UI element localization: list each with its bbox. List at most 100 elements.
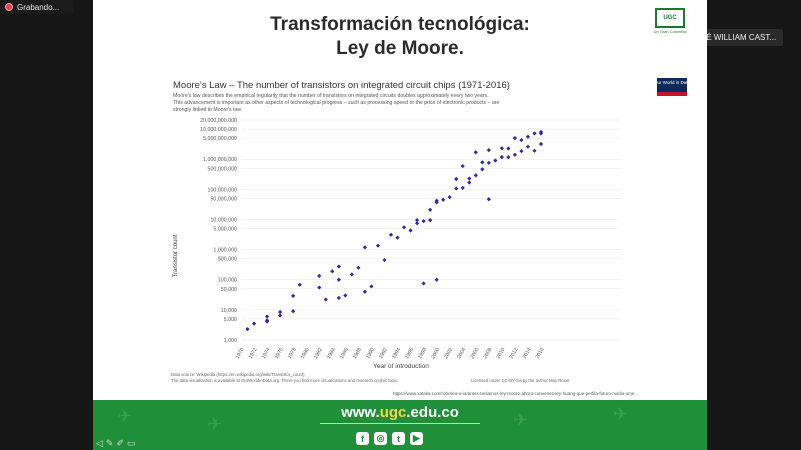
x-tick-label: 1986	[339, 347, 350, 360]
university-logo: UGC Un Gran Colombia	[653, 8, 687, 50]
slide-footer: ✈ ✈ ✈ ✈ www.ugc.edu.co f ◎ t ▶	[93, 400, 707, 450]
instagram-icon[interactable]: ◎	[374, 432, 387, 445]
data-point	[317, 273, 322, 279]
data-point	[395, 235, 400, 240]
data-point	[362, 245, 368, 250]
data-point	[336, 277, 341, 282]
data-point	[486, 148, 491, 153]
y-tick-label: 500,000	[218, 257, 237, 263]
slide-title: Transformación tecnológica: Ley de Moore…	[93, 13, 707, 61]
data-point	[467, 176, 472, 181]
x-tick-label: 2006	[469, 347, 480, 360]
data-point	[538, 129, 544, 135]
youtube-icon[interactable]: ▶	[410, 432, 423, 445]
y-tick-label: 5,000,000,000	[203, 136, 237, 142]
x-tick-label: 2000	[430, 347, 441, 360]
speaking-label: Hablando: JOSÉ WILLIAM CAST...	[652, 33, 777, 42]
chart-grid	[241, 119, 621, 341]
y-tick-label: 50,000	[221, 287, 237, 293]
paper-plane-icon: ✈	[513, 410, 529, 430]
chart-y-ticks: 1,000 5,000 10,000 50,000 100,000 500,000 1,00…	[200, 118, 237, 344]
data-point	[525, 144, 531, 149]
social-links: f ◎ t ▶	[356, 432, 423, 445]
y-tick-label: 10,000,000	[210, 217, 237, 223]
chart-subtitle-2: This advancement is important as other a…	[173, 100, 500, 106]
data-point	[428, 218, 433, 223]
paper-plane-icon: ✈	[207, 414, 223, 434]
data-point	[245, 327, 250, 332]
data-point	[480, 160, 485, 165]
recording-indicator: Grabando...	[0, 0, 74, 14]
data-point	[538, 141, 544, 147]
x-tick-label: 1980	[300, 347, 311, 360]
x-tick-label: 1996	[404, 347, 415, 360]
chart-subtitle-1: Moore's law describes the empirical regu…	[173, 93, 489, 99]
y-tick-label: 5,000	[224, 317, 237, 323]
data-point	[493, 158, 498, 163]
data-point	[434, 200, 439, 205]
data-point	[525, 134, 531, 139]
data-point	[297, 282, 302, 287]
data-point	[336, 264, 341, 269]
footer-website[interactable]: www.ugc.edu.co	[93, 404, 707, 421]
moores-law-chart-svg: Moore's Law – The number of transistors …	[171, 78, 690, 383]
data-point	[473, 150, 478, 155]
source-url[interactable]: https://www.xataka.com/robotica-e-ia/ant…	[393, 391, 639, 396]
annotation-toolbar: ◁ ✎ ✐ ▭	[96, 438, 136, 449]
data-point	[434, 277, 439, 282]
data-point	[499, 155, 504, 160]
x-tick-label: 1974	[261, 347, 272, 360]
footer-url-prefix: www.	[341, 404, 380, 421]
y-tick-label: 10,000	[221, 308, 237, 314]
data-point	[421, 219, 426, 224]
x-tick-label: 1988	[352, 347, 363, 360]
paper-plane-icon: ✈	[613, 404, 629, 424]
x-tick-label: 1970	[235, 347, 246, 360]
twitter-icon[interactable]: t	[392, 432, 405, 445]
y-tick-label: 100,000	[218, 278, 237, 284]
x-tick-label: 1984	[326, 347, 337, 360]
data-point	[251, 321, 257, 326]
data-point	[291, 293, 296, 299]
x-tick-label: 1982	[313, 347, 324, 360]
pen-icon[interactable]: ✎	[105, 438, 114, 448]
footer-url-suffix: .edu.co	[406, 404, 459, 421]
y-tick-label: 50,000,000	[210, 196, 237, 202]
facebook-icon[interactable]: f	[356, 432, 369, 445]
data-point	[382, 257, 387, 263]
chart-subtitle-3: strongly linked to Moore's law.	[173, 107, 242, 113]
data-point	[467, 180, 472, 185]
owid-logo-text: Our World in Data	[654, 80, 690, 85]
data-point	[349, 272, 354, 277]
highlighter-icon[interactable]: ✐	[116, 438, 125, 448]
data-point	[486, 197, 491, 202]
data-point	[480, 167, 485, 172]
data-point	[506, 146, 511, 151]
data-point	[532, 131, 537, 136]
data-point	[428, 207, 433, 212]
pointer-icon[interactable]: ◁	[96, 438, 103, 448]
x-tick-label: 1994	[391, 347, 402, 360]
data-point	[323, 297, 328, 302]
y-tick-label: 5,000,000	[213, 227, 237, 233]
x-tick-label: 1990	[365, 347, 376, 360]
y-tick-label: 20,000,000,000	[200, 118, 237, 124]
data-point	[356, 265, 361, 270]
x-tick-label: 2008	[482, 347, 493, 360]
data-point	[336, 295, 341, 300]
x-tick-label: 1976	[274, 347, 285, 360]
data-point	[460, 163, 465, 169]
data-point	[264, 314, 270, 319]
y-tick-label: 10,000,000,000	[200, 127, 237, 133]
data-point	[317, 285, 322, 290]
shapes-icon[interactable]: ▭	[127, 438, 136, 448]
y-tick-label: 1,000	[224, 338, 237, 344]
logo-mark: UGC	[655, 8, 685, 28]
data-point	[532, 148, 537, 153]
x-tick-label: 2004	[456, 347, 467, 360]
data-point	[486, 160, 491, 165]
chart-source-2: The data visualization is available at O…	[171, 378, 398, 383]
paper-plane-icon: ✈	[117, 406, 133, 426]
y-tick-label: 1,000,000	[213, 248, 237, 254]
x-tick-label: 1972	[248, 347, 259, 360]
